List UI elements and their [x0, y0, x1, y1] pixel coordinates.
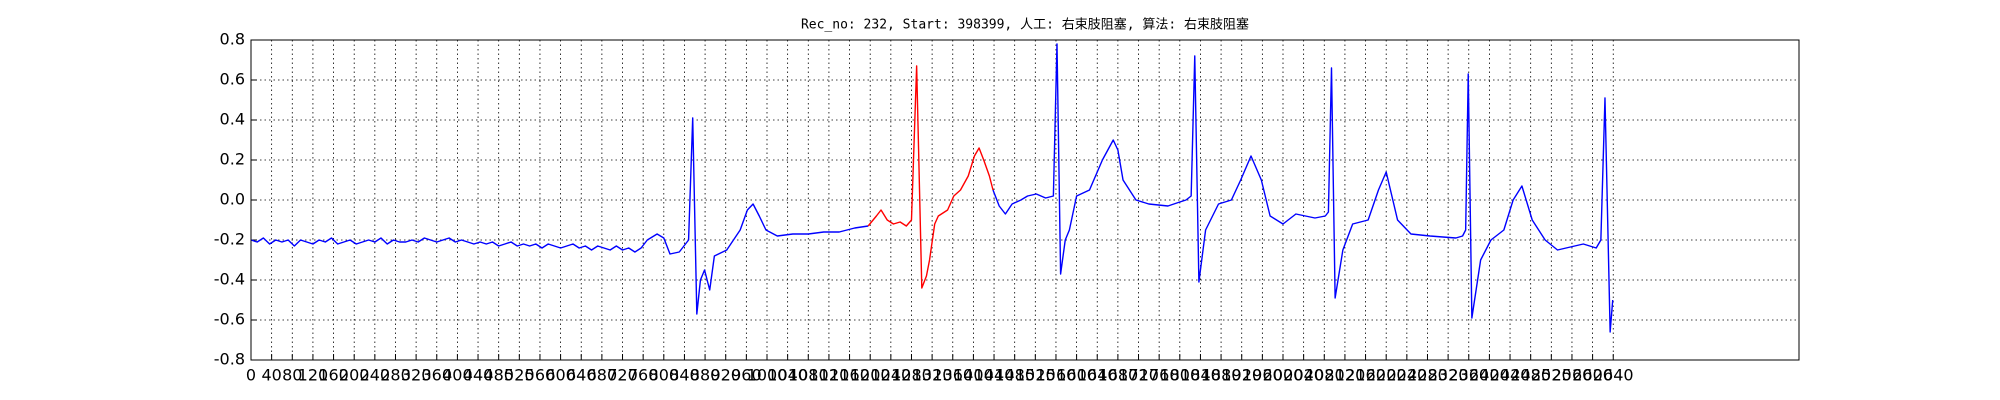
- x-tick-label: 160: [318, 366, 349, 385]
- x-tick-label: 600: [545, 366, 576, 385]
- y-tick-label: -0.2: [214, 230, 245, 249]
- x-tick-label: 2080: [1304, 366, 1345, 385]
- x-tick-label: 1400: [953, 366, 994, 385]
- y-tick-label: -0.6: [214, 310, 245, 329]
- x-tick-label: 80: [282, 366, 302, 385]
- x-tick-label: 320: [401, 366, 432, 385]
- ecg-line: [867, 65, 994, 289]
- x-tick-label: 2480: [1510, 366, 1551, 385]
- x-tick-label: 0: [246, 366, 256, 385]
- x-tick-label: 720: [607, 366, 638, 385]
- x-tick-label: 2320: [1428, 366, 1469, 385]
- y-tick-label: 0.0: [220, 190, 245, 209]
- x-tick-label: 1600: [1056, 366, 1097, 385]
- x-tick-label: 240: [360, 366, 391, 385]
- x-tick-label: 1800: [1159, 366, 1200, 385]
- x-tick-label: 120: [298, 366, 329, 385]
- x-tick-label: 1000: [747, 366, 788, 385]
- y-tick-label: -0.8: [214, 350, 245, 369]
- x-tick-label: 1160: [829, 366, 870, 385]
- x-tick-label: 520: [504, 366, 535, 385]
- y-tick-label: 0.2: [220, 150, 245, 169]
- x-tick-label: 1760: [1139, 366, 1180, 385]
- x-tick-label: 1680: [1098, 366, 1139, 385]
- y-tick-label: 0.8: [220, 30, 245, 49]
- ecg-line: [250, 43, 1614, 333]
- x-tick-label: 2200: [1366, 366, 1407, 385]
- x-tick-label: 920: [710, 366, 741, 385]
- x-tick-label: 400: [442, 366, 473, 385]
- x-tick-label: 1520: [1015, 366, 1056, 385]
- x-tick-label: 560: [525, 366, 556, 385]
- x-tick-label: 2520: [1531, 366, 1572, 385]
- y-tick-label: 0.4: [220, 110, 245, 129]
- x-tick-label: 1840: [1180, 366, 1221, 385]
- x-tick-label: 1040: [767, 366, 808, 385]
- x-tick-label: 2600: [1572, 366, 1613, 385]
- x-tick-label: 1280: [891, 366, 932, 385]
- x-tick-label: 200: [339, 366, 370, 385]
- x-tick-label: 760: [628, 366, 659, 385]
- x-tick-label: 2560: [1552, 366, 1593, 385]
- x-tick-label: 2040: [1283, 366, 1324, 385]
- x-tick-label: 1440: [974, 366, 1015, 385]
- x-tick-label: 1880: [1201, 366, 1242, 385]
- x-tick-label: 1920: [1221, 366, 1262, 385]
- x-tick-label: 680: [587, 366, 618, 385]
- x-tick-label: 1480: [994, 366, 1035, 385]
- x-tick-label: 1560: [1036, 366, 1077, 385]
- x-tick-label: 800: [649, 366, 680, 385]
- x-tick-label: 1120: [809, 366, 850, 385]
- x-tick-label: 40: [261, 366, 281, 385]
- x-tick-label: 1080: [788, 366, 829, 385]
- x-tick-label: 280: [380, 366, 411, 385]
- x-tick-label: 1200: [850, 366, 891, 385]
- x-tick-label: 2640: [1593, 366, 1634, 385]
- x-tick-label: 2400: [1469, 366, 1510, 385]
- x-tick-label: 440: [463, 366, 494, 385]
- x-tick-label: 480: [483, 366, 514, 385]
- x-tick-label: 840: [669, 366, 700, 385]
- x-tick-label: 960: [731, 366, 762, 385]
- x-tick-label: 2000: [1263, 366, 1304, 385]
- x-tick-label: 2240: [1386, 366, 1427, 385]
- x-tick-label: 2120: [1325, 366, 1366, 385]
- x-tick-label: 1960: [1242, 366, 1283, 385]
- x-tick-label: 1320: [912, 366, 953, 385]
- x-tick-label: 1240: [870, 366, 911, 385]
- x-tick-label: 2160: [1345, 366, 1386, 385]
- chart-title: Rec_no: 232, Start: 398399, 人工: 右束肢阻塞, 算…: [801, 17, 1249, 33]
- x-tick-label: 640: [566, 366, 597, 385]
- x-tick-label: 880: [690, 366, 721, 385]
- x-tick-label: 1640: [1077, 366, 1118, 385]
- x-tick-label: 2440: [1490, 366, 1531, 385]
- x-tick-label: 1360: [932, 366, 973, 385]
- x-tick-label: 360: [421, 366, 452, 385]
- plot-frame: [250, 39, 1800, 361]
- y-tick-label: 0.6: [220, 70, 245, 89]
- y-tick-label: -0.4: [214, 270, 245, 289]
- x-tick-label: 2360: [1448, 366, 1489, 385]
- x-tick-label: 2280: [1407, 366, 1448, 385]
- x-tick-label: 1720: [1118, 366, 1159, 385]
